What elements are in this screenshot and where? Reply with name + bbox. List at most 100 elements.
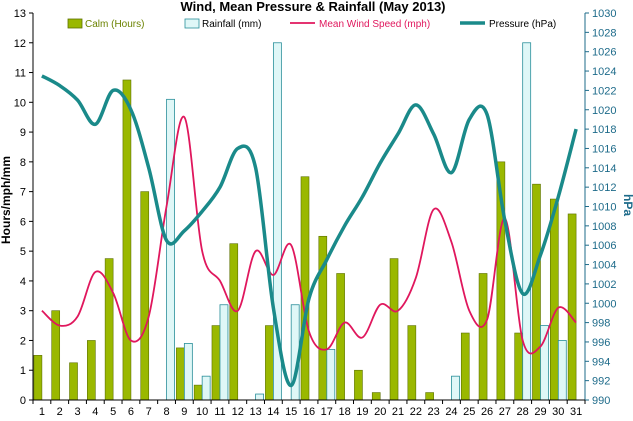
y2-tick-label: 1008 xyxy=(592,221,616,233)
x-tick-label: 21 xyxy=(392,406,404,418)
calm-bar xyxy=(229,243,239,401)
rainfall-bar xyxy=(540,325,549,401)
y-tick-label: 2 xyxy=(20,335,26,347)
calm-bar xyxy=(140,191,150,401)
x-tick-label: 19 xyxy=(356,406,368,418)
x-tick-label: 26 xyxy=(481,406,493,418)
rainfall-bar xyxy=(326,348,336,401)
calm-bar xyxy=(549,198,559,401)
y2-tick-label: 1026 xyxy=(592,47,616,59)
x-tick-label: 6 xyxy=(128,406,134,418)
calm-bar xyxy=(300,176,310,401)
y2-tick-label: 1012 xyxy=(592,182,616,194)
x-tick-label: 27 xyxy=(499,406,511,418)
y2-tick-label: 1010 xyxy=(592,202,616,214)
y-tick-label: 5 xyxy=(20,246,26,258)
chart-title: Wind, Mean Pressure & Rainfall (May 2013… xyxy=(180,0,445,14)
calm-bar xyxy=(532,183,541,401)
y2-tick-label: 1020 xyxy=(592,105,616,117)
y2-tick-label: 1004 xyxy=(592,260,616,272)
calm-bar xyxy=(567,213,577,401)
legend-label: Rainfall (mm) xyxy=(202,19,261,30)
x-tick-label: 11 xyxy=(214,406,225,418)
x-tick-label: 12 xyxy=(232,406,244,418)
wind-speed-line xyxy=(41,115,577,355)
calm-bar xyxy=(514,332,523,401)
legend: Calm (Hours) Rainfall (mm) Mean Wind Speed… xyxy=(67,18,556,30)
rainfall-bar xyxy=(255,393,264,401)
y2-tick-label: 994 xyxy=(592,356,610,368)
calm-bar xyxy=(176,347,185,401)
x-tick-label: 4 xyxy=(92,406,98,418)
axes-layer: 0123456789101112139909929949969981000100… xyxy=(14,8,617,418)
calm-bar xyxy=(211,325,221,401)
x-tick-label: 8 xyxy=(163,406,169,418)
y2-tick-label: 1000 xyxy=(592,298,616,310)
y-tick-label: 8 xyxy=(20,157,26,169)
x-tick-label: 7 xyxy=(146,406,152,418)
x-tick-label: 28 xyxy=(517,406,529,418)
x-tick-label: 17 xyxy=(321,406,333,418)
y-tick-label: 3 xyxy=(20,306,26,318)
legend-label: Calm (Hours) xyxy=(85,19,144,30)
pressure-line xyxy=(41,74,578,388)
y2-tick-label: 1022 xyxy=(592,85,616,97)
x-tick-label: 5 xyxy=(110,406,116,418)
x-tick-label: 14 xyxy=(267,406,279,418)
legend-label: Mean Wind Speed (mph) xyxy=(319,19,430,30)
y2-tick-label: 1030 xyxy=(592,8,616,20)
y2-tick-label: 1006 xyxy=(592,240,616,252)
y-tick-label: 4 xyxy=(20,276,26,288)
calm-bar xyxy=(265,325,274,401)
x-tick-label: 18 xyxy=(338,406,350,418)
y2-axis-label: hPa xyxy=(621,194,633,216)
x-tick-label: 23 xyxy=(428,406,440,418)
legend-label: Pressure (hPa) xyxy=(489,19,556,30)
rainfall-bar xyxy=(219,304,229,401)
x-tick-label: 2 xyxy=(57,406,63,418)
y2-tick-label: 992 xyxy=(592,376,610,388)
y-tick-label: 0 xyxy=(20,395,26,407)
rainfall-bar xyxy=(166,98,175,401)
rainfall-bar xyxy=(183,343,193,401)
x-tick-label: 22 xyxy=(410,406,422,418)
calm-bar xyxy=(87,340,96,401)
calm-bar xyxy=(122,79,132,401)
y2-tick-label: 996 xyxy=(592,337,610,349)
x-tick-label: 10 xyxy=(196,406,208,418)
x-tick-label: 3 xyxy=(74,406,80,418)
calm-bar xyxy=(460,332,470,401)
y-tick-label: 13 xyxy=(14,8,26,20)
rainfall-bar xyxy=(557,340,567,401)
rainfall-bar xyxy=(201,375,211,401)
y-tick-label: 7 xyxy=(20,187,26,199)
x-tick-label: 13 xyxy=(249,406,261,418)
x-tick-label: 30 xyxy=(552,406,564,418)
calm-bar xyxy=(478,273,488,401)
y2-tick-label: 1014 xyxy=(592,163,616,175)
calm-bar xyxy=(336,273,345,401)
y-axis-label: Hours/mph/mm xyxy=(0,156,13,244)
x-tick-label: 9 xyxy=(181,406,187,418)
x-tick-label: 24 xyxy=(445,406,457,418)
y-tick-label: 1 xyxy=(20,365,26,377)
y-tick-label: 12 xyxy=(14,38,26,50)
y2-tick-label: 1016 xyxy=(592,143,616,155)
calm-bar xyxy=(354,369,363,401)
x-tick-label: 25 xyxy=(463,406,475,418)
legend-swatch xyxy=(67,18,83,29)
x-tick-label: 16 xyxy=(303,406,315,418)
calm-bar xyxy=(371,392,381,401)
calm-bar xyxy=(407,325,417,401)
y2-tick-label: 1028 xyxy=(592,27,616,39)
legend-swatch xyxy=(184,18,200,29)
y2-tick-label: 990 xyxy=(592,395,610,407)
y2-tick-label: 1002 xyxy=(592,279,616,291)
y2-tick-label: 998 xyxy=(592,318,610,330)
calm-bar xyxy=(193,384,203,401)
x-tick-label: 31 xyxy=(570,406,582,418)
y-tick-label: 6 xyxy=(20,216,26,228)
x-tick-label: 1 xyxy=(39,406,45,418)
calm-bar xyxy=(389,258,399,401)
lines-layer xyxy=(41,74,578,388)
